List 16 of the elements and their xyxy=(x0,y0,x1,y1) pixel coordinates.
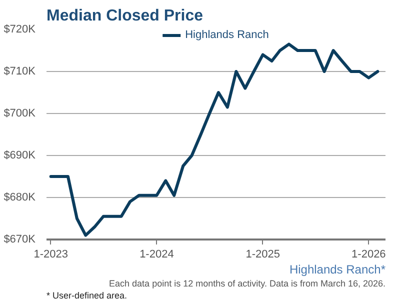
text: Highlands Ranch* xyxy=(289,262,386,276)
chart-title: Median Closed Price xyxy=(46,8,204,24)
x-tick-label: 1-2025 xyxy=(246,248,280,260)
y-tick-label: $720K xyxy=(4,24,36,36)
x-tick-label: 1-2026 xyxy=(352,248,386,260)
text: * User-defined area. xyxy=(46,290,128,300)
x-tick-label: 1-2024 xyxy=(140,248,174,260)
x-tick-label: 1-2023 xyxy=(34,248,68,260)
line-series xyxy=(49,42,380,237)
y-tick-label: $700K xyxy=(4,108,36,120)
text: Each data point is 12 months of activity. Data is from March 16, 2026. xyxy=(109,278,386,288)
y-tick-label: $670K xyxy=(4,234,36,246)
y-tick-label: $710K xyxy=(4,66,36,78)
y-tick-label: $680K xyxy=(4,192,36,204)
legend-label: Highlands Ranch xyxy=(185,29,269,41)
y-tick-label: $690K xyxy=(4,150,36,162)
